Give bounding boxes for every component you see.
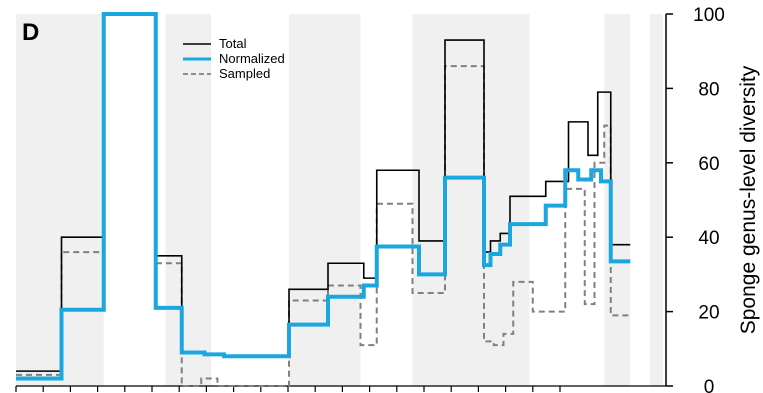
y-tick-label-60: 60 [698,154,719,175]
y-axis-title: Sponge genus-level diversity [737,65,760,334]
shaded-interval-3 [412,14,530,386]
shaded-intervals [16,14,663,386]
y-tick-label-80: 80 [698,79,719,100]
y-tick-label-100: 100 [693,5,725,26]
y-tick-label-0: 0 [704,377,715,393]
y-axis-ticks: 0 20 40 60 80 100 [666,5,725,393]
series-layer [16,12,631,387]
legend-label-normalized: Normalized [219,51,285,66]
shaded-interval-5 [649,14,663,386]
shaded-interval-2 [289,14,361,386]
shaded-interval-4 [604,14,631,386]
series-total-line [16,13,631,372]
series-normalized-line [16,12,631,381]
y-tick-label-20: 20 [698,303,719,324]
legend-label-total: Total [219,36,247,51]
legend-label-sampled: Sampled [219,66,270,81]
x-axis-ticks [15,386,561,392]
y-tick-label-40: 40 [698,228,719,249]
panel-label: D [22,19,39,46]
shaded-interval-1 [165,14,211,386]
